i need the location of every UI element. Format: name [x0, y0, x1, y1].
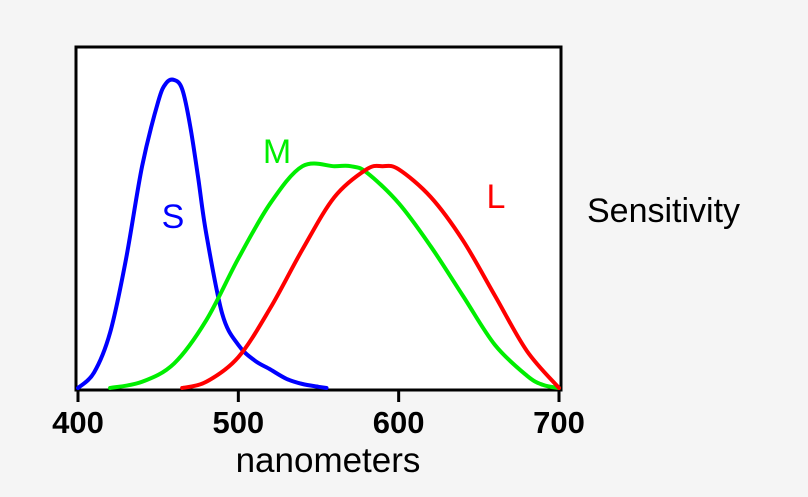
series-line-m [108, 161, 561, 390]
series-layer [76, 77, 561, 390]
series-label-m: M [263, 133, 291, 171]
y-side-label: Sensitivity [587, 192, 740, 230]
series-label-s: S [162, 198, 185, 236]
x-tick-label: 600 [373, 405, 425, 440]
x-tick-label: 500 [212, 405, 264, 440]
series-line-l [180, 163, 561, 390]
series-label-l: L [487, 178, 506, 216]
x-tick-label: 700 [533, 405, 585, 440]
x-axis-label: nanometers [236, 441, 421, 480]
series-line-s [76, 77, 329, 390]
x-tick-label: 400 [52, 405, 104, 440]
tick-layer: 400 500 600 700 [52, 390, 585, 440]
series-label-layer: S M L [162, 133, 506, 236]
